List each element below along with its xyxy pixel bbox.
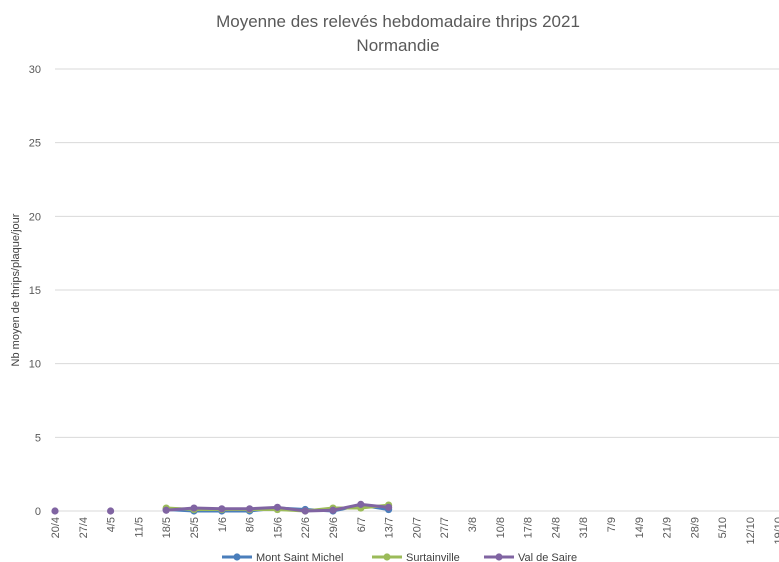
data-point [162, 506, 170, 514]
y-tick-label: 30 [29, 64, 41, 76]
x-tick-label: 7/9 [606, 517, 618, 532]
x-tick-label: 22/6 [300, 517, 312, 538]
x-tick-label: 4/5 [106, 517, 118, 532]
y-tick-label: 20 [29, 211, 41, 223]
x-tick-label: 20/7 [411, 517, 423, 538]
legend-swatch-marker [233, 553, 241, 561]
data-point [301, 507, 309, 515]
data-point [385, 503, 393, 511]
x-tick-label: 6/7 [356, 517, 368, 532]
chart-subtitle: Normandie [356, 36, 439, 55]
data-point [107, 507, 115, 515]
x-tick-label: 12/10 [745, 517, 757, 545]
data-point [190, 504, 198, 512]
data-point [218, 505, 226, 513]
x-tick-label: 20/4 [50, 517, 62, 538]
grid-lines [55, 68, 779, 512]
y-tick-label: 25 [29, 138, 41, 150]
x-tick-label: 28/9 [689, 517, 701, 538]
y-tick-labels: 0 5 10 15 20 25 30 [29, 64, 41, 518]
x-tick-label: 27/4 [78, 517, 90, 538]
x-tick-labels: 20/4 27/4 4/5 11/5 18/5 25/5 1/6 8/6 15/6 22/6 29/… [50, 517, 779, 545]
y-tick-label: 5 [35, 432, 41, 444]
x-tick-label: 19/10 [773, 517, 779, 545]
x-tick-label: 18/5 [161, 517, 173, 538]
x-tick-label: 1/6 [217, 517, 229, 532]
data-point [329, 506, 337, 514]
legend-label: Val de Saire [518, 552, 577, 562]
x-tick-label: 21/9 [662, 517, 674, 538]
legend-label: Surtainville [406, 552, 460, 562]
data-point [357, 500, 365, 508]
y-axis-label: Nb moyen de thrips/plaque/jour [10, 213, 22, 366]
x-tick-label: 11/5 [133, 517, 145, 538]
x-tick-label: 13/7 [384, 517, 396, 538]
legend: Mont Saint Michel Surtainville Val de Sair… [222, 552, 577, 562]
x-tick-label: 15/6 [272, 517, 284, 538]
data-point [246, 505, 254, 513]
data-point [273, 503, 281, 511]
y-tick-label: 15 [29, 285, 41, 297]
x-tick-label: 31/8 [578, 517, 590, 538]
x-tick-label: 14/9 [634, 517, 646, 538]
x-tick-label: 27/7 [439, 517, 451, 538]
chart-title: Moyenne des relevés hebdomadaire thrips … [216, 12, 580, 31]
y-tick-label: 0 [35, 506, 41, 518]
legend-label: Mont Saint Michel [256, 552, 343, 562]
x-tick-label: 29/6 [328, 517, 340, 538]
x-tick-label: 3/8 [467, 517, 479, 532]
x-tick-label: 24/8 [550, 517, 562, 538]
x-tick-label: 17/8 [523, 517, 535, 538]
series-val-de-saire [51, 500, 393, 515]
x-tick-label: 25/5 [189, 517, 201, 538]
legend-swatch-marker [495, 553, 503, 561]
series-layer [51, 500, 393, 515]
x-tick-label: 10/8 [495, 517, 507, 538]
x-tick-label: 8/6 [245, 517, 257, 532]
data-point [51, 507, 59, 515]
y-tick-label: 10 [29, 359, 41, 371]
x-tick-label: 5/10 [717, 517, 729, 538]
legend-swatch-marker [383, 553, 391, 561]
